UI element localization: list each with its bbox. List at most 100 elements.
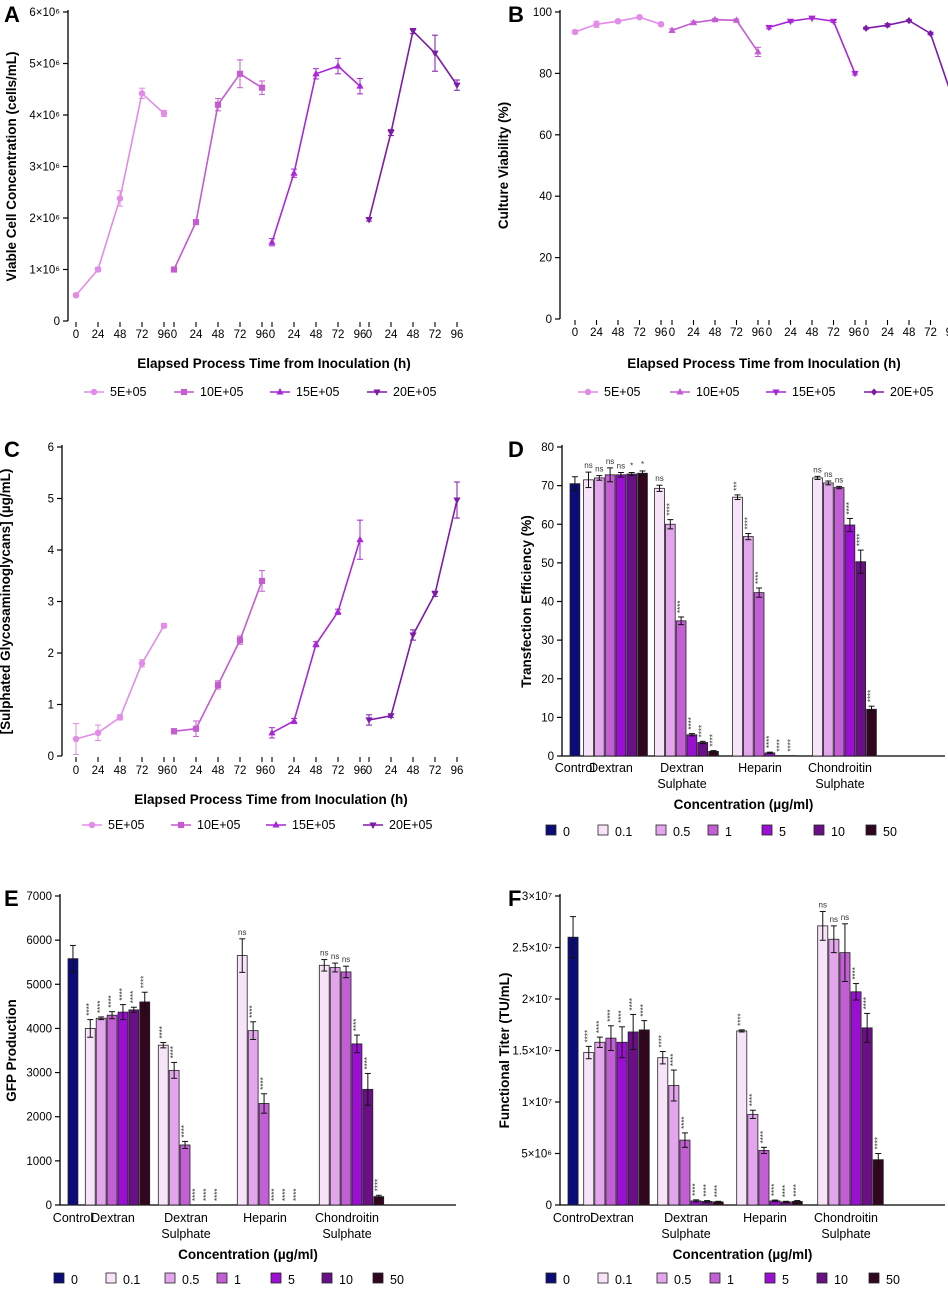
legend-label: 50 [390,1273,404,1287]
data-point [192,725,200,732]
data-point [732,16,741,23]
x-tick-label: 0 [171,329,177,341]
data-point [829,18,838,26]
significance-label: **** [759,1131,768,1143]
significance-label: ns [320,949,328,958]
bar [732,496,743,757]
legend-label: 5E+05 [108,818,145,832]
x-tick-label: 48 [806,327,819,339]
y-tick-label: 4×10⁶ [29,110,60,122]
significance-label: **** [374,1179,383,1191]
data-point [657,21,665,28]
significance-label: **** [352,1019,361,1031]
data-point [365,717,373,724]
data-point [453,82,461,90]
legend-label: 20E+05 [890,385,933,399]
y-tick-label: 2×10⁷ [522,994,552,1006]
y-axis-title: Functional Titer (TU/mL) [497,973,512,1129]
legend-swatch [597,824,609,836]
significance-label: **** [169,1046,178,1058]
legend-label: 10E+05 [197,818,240,832]
significance-label: **** [259,1077,268,1089]
category-label: Sulphate [821,1227,870,1241]
legend-swatch [164,1272,176,1284]
significance-label: **** [584,1030,593,1042]
y-tick-label: 1 [48,700,54,712]
bar [747,1113,759,1206]
significance-label: ns [331,952,339,961]
y-tick-label: 5 [48,494,54,506]
y-tick-label: 20 [539,253,552,265]
y-axis-title: Viable Cell Concentration (cells/mL) [4,51,19,281]
data-point [356,82,364,89]
y-tick-label: 0 [546,314,552,326]
significance-label: **** [776,739,785,751]
legend-label: 0.1 [615,1273,632,1287]
significance-label: * [641,460,644,469]
bar [362,1088,374,1206]
bar [567,936,579,1206]
legend-swatch [816,1272,828,1284]
data-point [571,28,579,36]
y-tick-label: 1×10⁷ [522,1097,552,1109]
category-label: Dextran [91,1211,135,1225]
significance-label: *** [733,482,742,491]
x-tick-label: 0 [73,329,79,341]
y-tick-label: 0 [548,751,554,763]
x-axis-title: Elapsed Process Time from Inoculation (h… [137,356,411,371]
bar [736,1030,748,1206]
legend-label: 5E+05 [110,385,147,399]
y-tick-label: 4000 [26,1023,52,1035]
y-tick-label: 0 [546,1200,552,1212]
significance-label: **** [680,1116,689,1128]
category-label: Dextran [664,1211,708,1225]
x-tick-label: 24 [288,765,301,777]
x-tick-label: 24 [288,329,301,341]
y-tick-label: 10 [541,712,554,724]
significance-label: **** [676,600,685,612]
legend-label: 10 [834,1273,848,1287]
y-tick-label: 0 [46,1200,52,1212]
x-tick-label: 24 [687,327,700,339]
significance-label: **** [867,690,876,702]
series-line [173,580,263,733]
y-axis-title: Transfection Efficiency (%) [519,515,534,688]
y-tick-label: 3×10⁶ [29,162,60,174]
significance-label: **** [698,725,707,737]
x-tick-label: 96 [451,329,464,341]
x-tick-label: 48 [709,327,722,339]
data-point [851,70,859,78]
series-line [368,499,458,721]
legend-label: 15E+05 [296,385,339,399]
y-tick-label: 30 [541,635,554,647]
bar [686,734,698,757]
category-label: Heparin [738,761,782,775]
x-tick-label: 72 [332,765,345,777]
category-label: Control [53,1211,93,1225]
y-tick-label: 20 [541,674,554,686]
legend-swatch [105,1272,117,1284]
x-tick-label: 72 [633,327,646,339]
x-tick-label: 0 [766,327,772,339]
x-axis-title: Elapsed Process Time from Inoculation (h… [627,356,901,371]
y-tick-label: 5×10⁶ [521,1149,552,1161]
data-point [214,101,222,108]
x-tick-label: 0 [572,327,578,339]
y-tick-label: 60 [541,519,554,531]
y-tick-label: 7000 [26,891,52,903]
significance-label: **** [781,1185,790,1197]
legend-marker [177,821,185,829]
data-point [689,18,698,26]
significance-label: **** [85,1003,94,1015]
bar [654,487,665,757]
data-point [236,637,244,644]
x-tick-label: 96 [451,765,464,777]
x-tick-label: 96 [256,765,269,777]
series-line [271,539,361,734]
legend-swatch [656,1272,668,1284]
legend-swatch [655,824,667,836]
y-tick-label: 80 [541,442,554,454]
x-tick-label: 0 [863,327,869,339]
x-tick-label: 96 [946,327,948,339]
